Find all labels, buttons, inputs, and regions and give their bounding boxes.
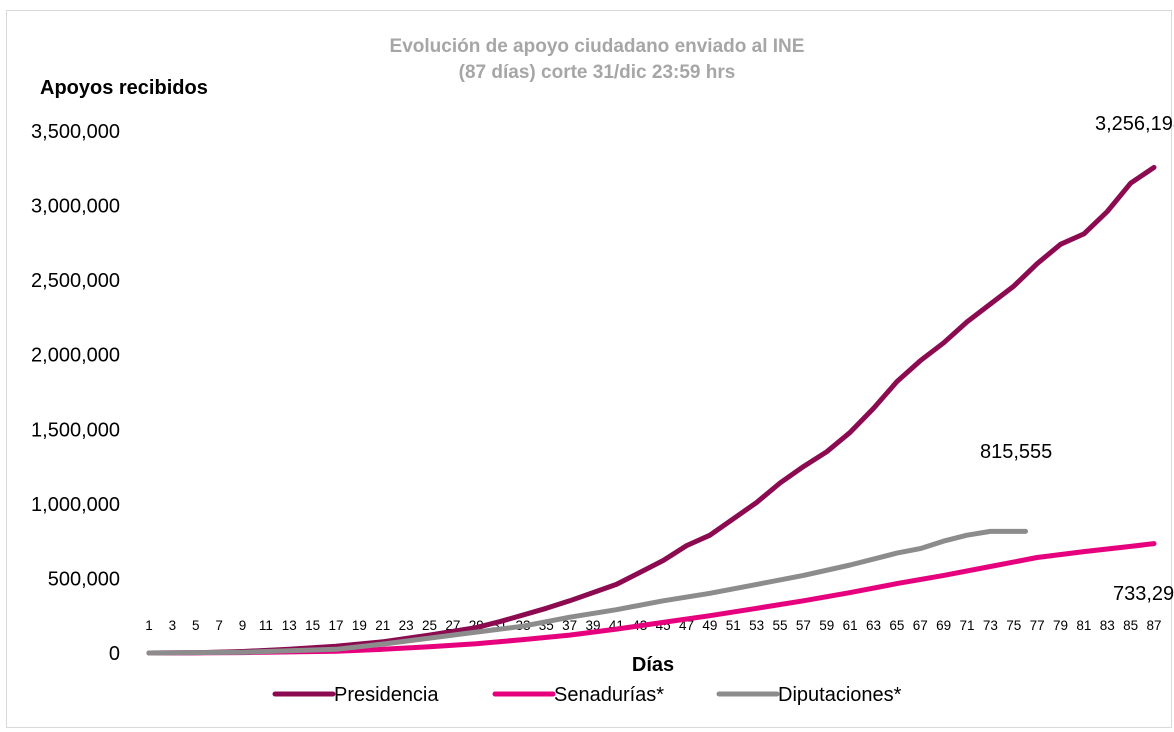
x-tick-label: 49 [702,618,717,633]
x-tick-label: 37 [562,618,577,633]
x-tick-label: 59 [819,618,834,633]
x-tick-label: 73 [983,618,998,633]
x-tick-label: 75 [1006,618,1021,633]
data-label-end: 3,256,198 [1095,113,1174,135]
x-tick-label: 51 [726,618,741,633]
x-tick-label: 25 [422,618,437,633]
x-tick-label: 81 [1076,618,1091,633]
x-tick-label: 21 [375,618,390,633]
y-tick-label: 3,500,000 [31,121,120,143]
legend-label: Diputaciones* [778,684,902,706]
x-tick-label: 5 [192,618,200,633]
data-label-end: 733,290 [1113,583,1174,605]
x-tick-label: 65 [889,618,904,633]
x-tick-label: 9 [239,618,247,633]
y-tick-label: 3,000,000 [31,196,120,218]
x-tick-label: 19 [352,618,367,633]
x-tick-label: 7 [215,618,223,633]
y-tick-label: 1,000,000 [31,494,120,516]
chart-frame [6,10,1172,728]
x-tick-label: 11 [259,618,273,633]
y-tick-label: 2,500,000 [31,270,120,292]
y-tick-label: 500,000 [48,568,120,590]
series-line-presidencia [146,164,1157,656]
x-tick-label: 53 [749,618,764,633]
x-tick-label: 69 [936,618,951,633]
legend-label: Presidencia [334,684,439,706]
x-tick-label: 67 [913,618,928,633]
x-tick-label: 3 [169,618,177,633]
y-tick-label: 0 [109,643,120,665]
x-tick-label: 77 [1030,618,1045,633]
x-tick-label: 13 [282,618,297,633]
x-tick-label: 87 [1146,618,1161,633]
series-line-senaduras [146,541,1157,656]
x-tick-label: 63 [866,618,881,633]
x-tick-label: 61 [843,618,858,633]
data-label-end: 815,555 [980,441,1052,463]
legend-label: Senadurías* [554,684,664,706]
x-tick-label: 23 [399,618,414,633]
x-tick-label: 79 [1053,618,1068,633]
x-tick-label: 83 [1100,618,1115,633]
series-line-diputaciones [146,528,1028,656]
y-tick-label: 2,000,000 [31,345,120,367]
chart-title-line1: Evolución de apoyo ciudadano enviado al … [390,36,805,57]
x-axis-title: Días [632,654,674,676]
x-tick-label: 55 [773,618,788,633]
y-axis-title: Apoyos recibidos [40,77,208,99]
chart-title-line2: (87 días) corte 31/dic 23:59 hrs [459,62,736,83]
y-tick-label: 1,500,000 [31,419,120,441]
x-tick-label: 1 [145,618,153,633]
x-tick-label: 15 [305,618,320,633]
x-tick-label: 57 [796,618,811,633]
x-tick-label: 71 [960,618,975,633]
x-tick-label: 85 [1123,618,1138,633]
x-tick-label: 17 [328,618,343,633]
